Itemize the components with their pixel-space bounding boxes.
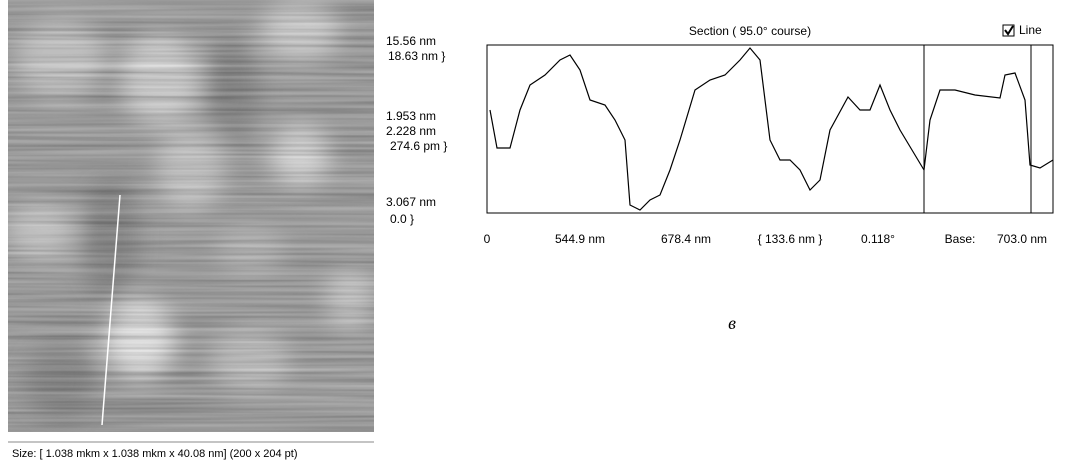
axis-label: { 133.6 nm } xyxy=(758,232,823,246)
checkbox-label[interactable]: Line xyxy=(1019,23,1042,37)
axis-label: 0.0 } xyxy=(390,212,414,226)
axis-label: 0.118° xyxy=(861,232,895,246)
axis-label: 1.953 nm xyxy=(386,109,436,123)
image-caption: Size: [ 1.038 mkm x 1.038 mkm x 40.08 nm… xyxy=(12,448,298,460)
axis-label: 2.228 nm xyxy=(386,124,436,138)
axis-label: 544.9 nm xyxy=(555,232,605,246)
section-title: Section ( 95.0° course) xyxy=(689,24,811,38)
checkmark xyxy=(1004,25,1014,36)
axis-label: 274.6 pm } xyxy=(390,139,447,153)
checkbox[interactable] xyxy=(1002,24,1015,37)
profile-line xyxy=(489,47,1054,211)
axis-label: 18.63 nm } xyxy=(388,49,445,63)
plot-frame xyxy=(486,44,1054,214)
axis-label: Base: xyxy=(945,232,976,246)
axis-label: 703.0 nm xyxy=(997,232,1047,246)
axis-label: 0 xyxy=(484,232,491,246)
axis-label: 15.56 nm xyxy=(386,34,436,48)
afm-image xyxy=(8,0,374,432)
axis-label: 678.4 nm xyxy=(661,232,711,246)
axis-label: 3.067 nm xyxy=(386,195,436,209)
panel-letter: в xyxy=(728,313,736,333)
